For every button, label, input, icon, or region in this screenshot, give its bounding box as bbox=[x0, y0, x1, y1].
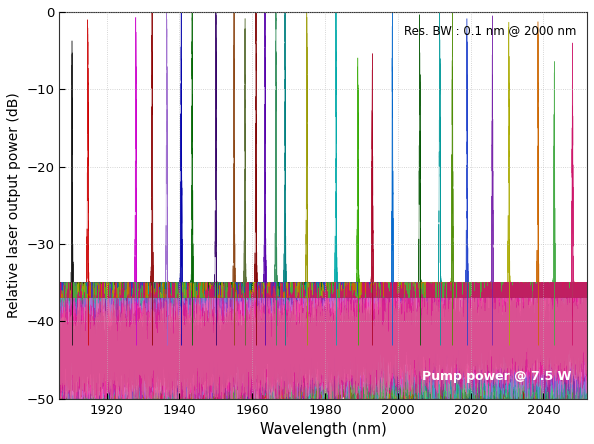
X-axis label: Wavelength (nm): Wavelength (nm) bbox=[260, 422, 387, 437]
Text: Pump power @ 7.5 W: Pump power @ 7.5 W bbox=[422, 370, 571, 383]
Y-axis label: Relative laser output power (dB): Relative laser output power (dB) bbox=[7, 92, 21, 318]
Text: Res. BW : 0.1 nm @ 2000 nm: Res. BW : 0.1 nm @ 2000 nm bbox=[404, 24, 577, 36]
